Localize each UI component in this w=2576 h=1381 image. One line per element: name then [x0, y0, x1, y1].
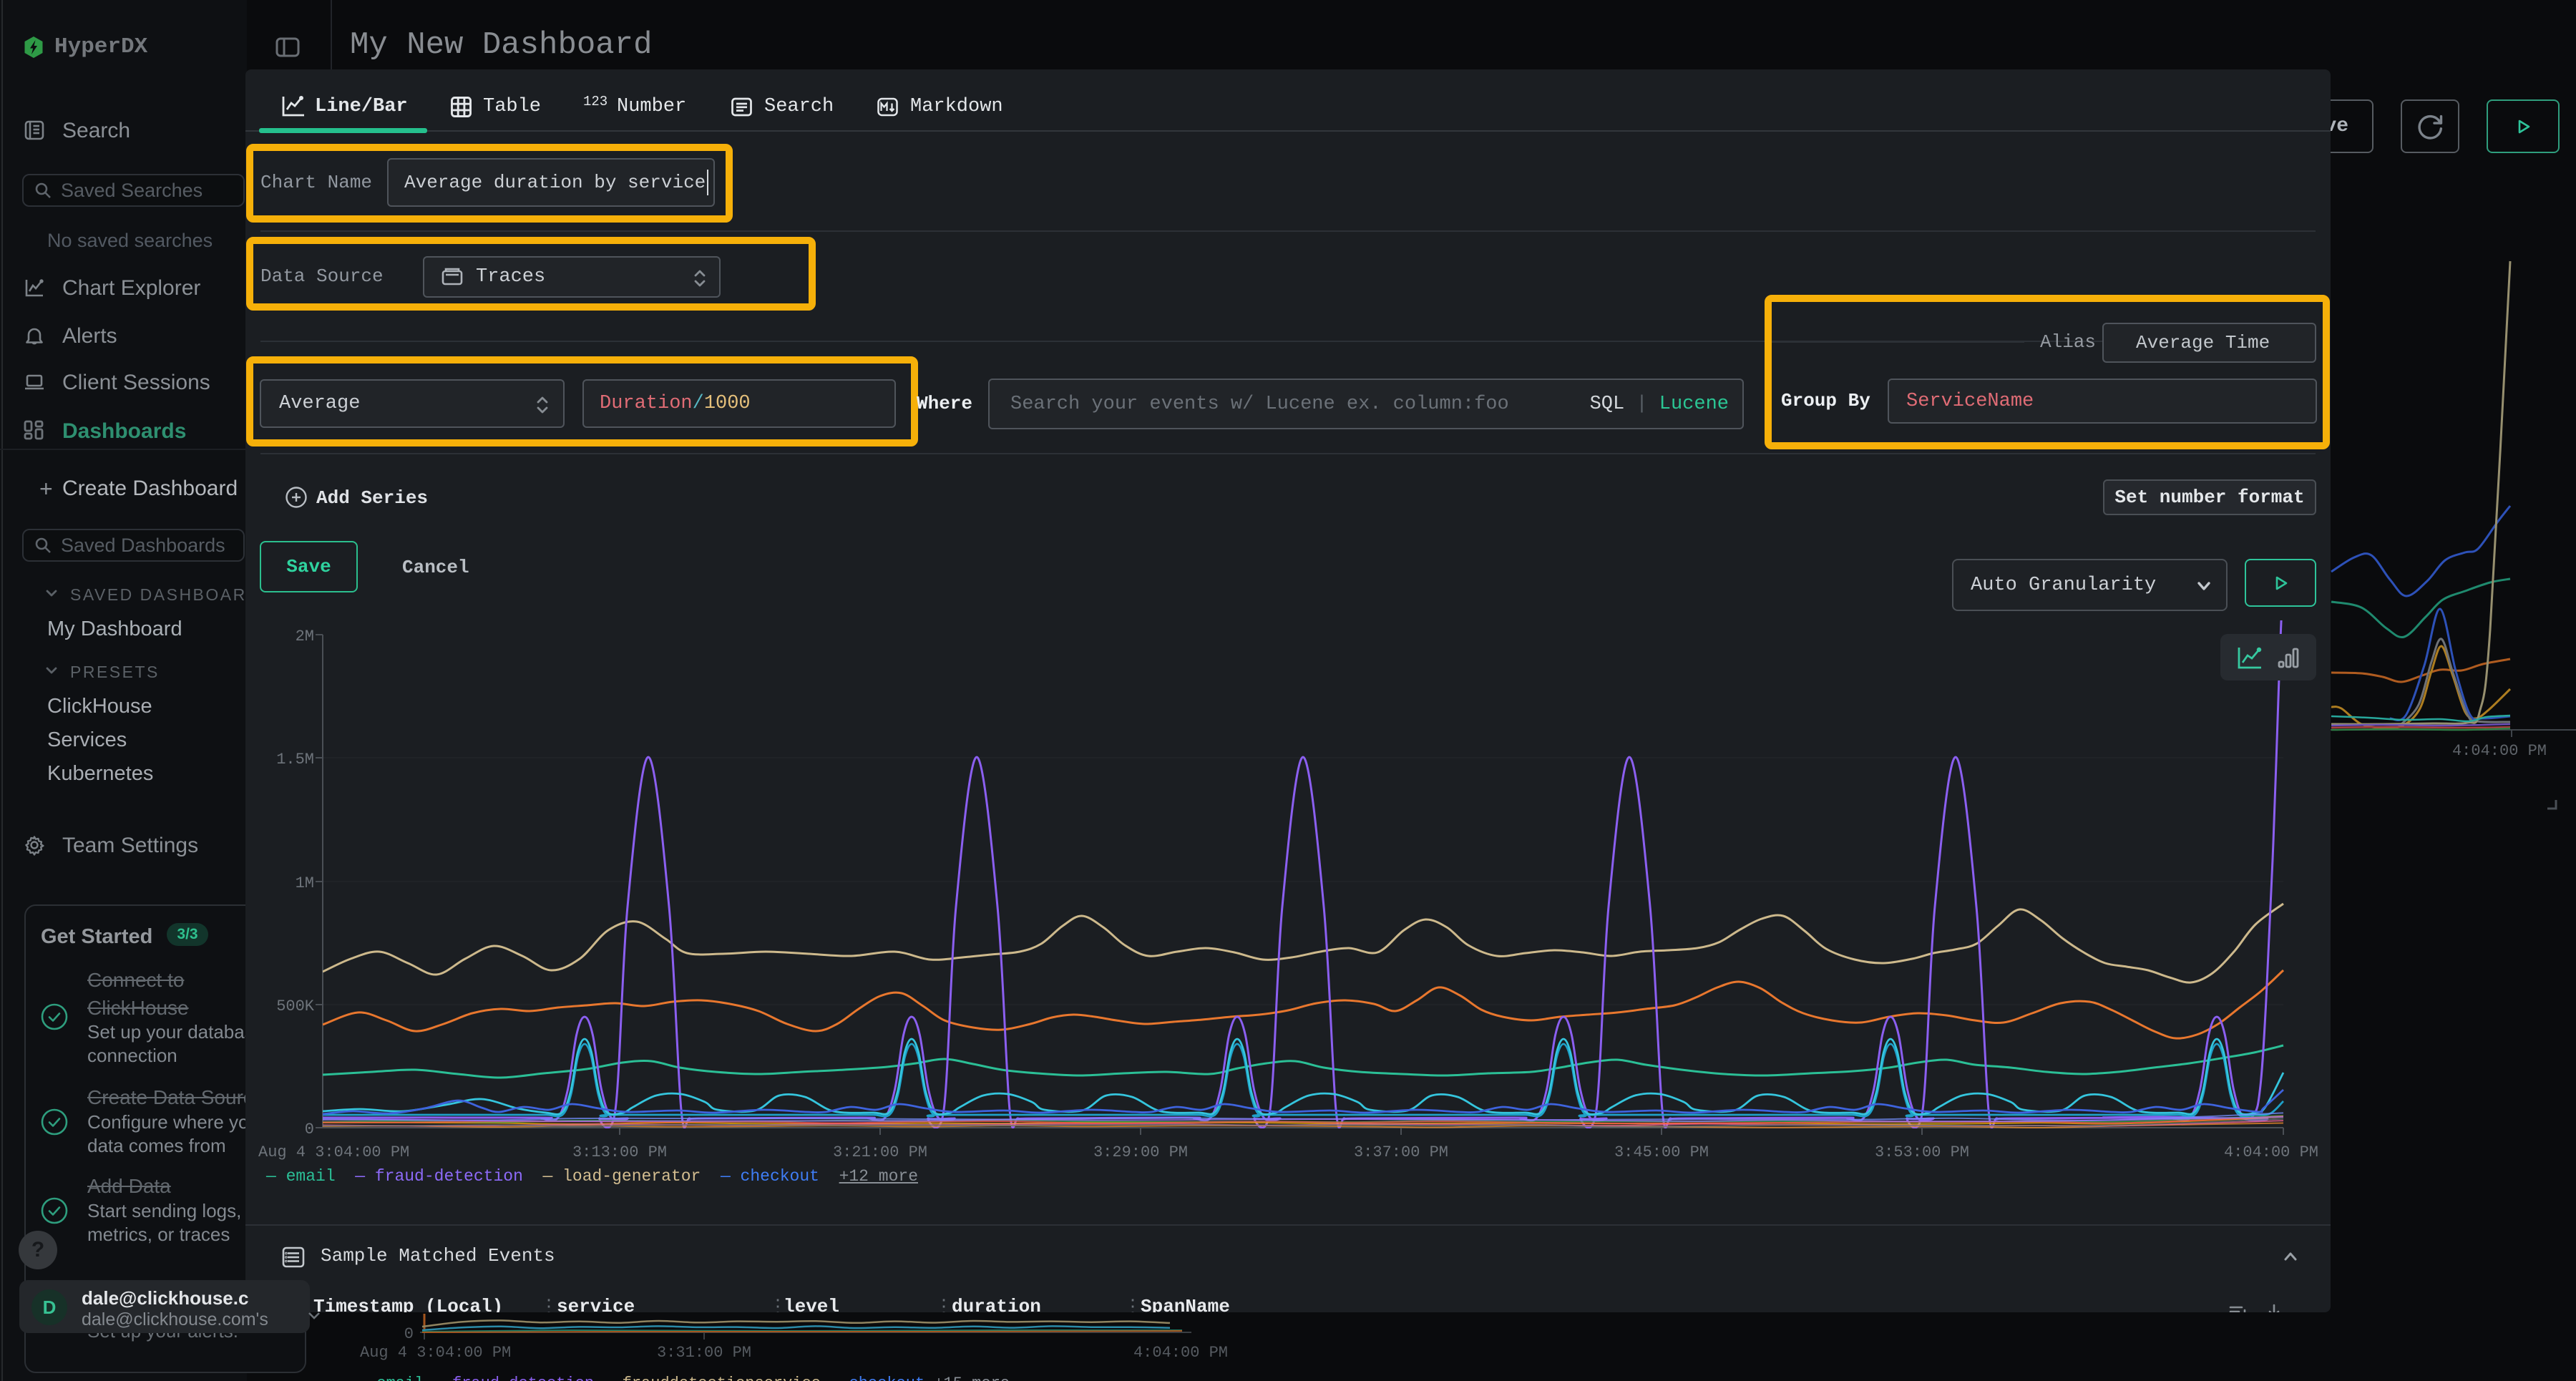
svg-text:3:29:00 PM: 3:29:00 PM [1093, 1143, 1188, 1161]
svg-text:500K: 500K [276, 997, 315, 1015]
svg-text:3:21:00 PM: 3:21:00 PM [833, 1143, 927, 1161]
svg-text:Aug 4 3:04:00 PM: Aug 4 3:04:00 PM [360, 1344, 511, 1362]
svg-text:3:53:00 PM: 3:53:00 PM [1875, 1143, 1969, 1161]
svg-text:Aug 4 3:04:00 PM: Aug 4 3:04:00 PM [258, 1143, 409, 1161]
svg-text:3:13:00 PM: 3:13:00 PM [572, 1143, 667, 1161]
svg-text:3:45:00 PM: 3:45:00 PM [1614, 1143, 1709, 1161]
svg-text:0: 0 [404, 1325, 414, 1343]
svg-text:1M: 1M [296, 874, 314, 892]
svg-text:3:31:00 PM: 3:31:00 PM [657, 1344, 751, 1362]
svg-text:1.5M: 1.5M [276, 751, 314, 768]
svg-text:4:04:00 PM: 4:04:00 PM [2224, 1143, 2318, 1161]
svg-text:4:04:00 PM: 4:04:00 PM [2452, 742, 2547, 760]
svg-text:0: 0 [305, 1121, 314, 1138]
svg-text:2M: 2M [296, 628, 314, 645]
svg-text:3:37:00 PM: 3:37:00 PM [1354, 1143, 1448, 1161]
svg-text:4:04:00 PM: 4:04:00 PM [1133, 1344, 1228, 1362]
